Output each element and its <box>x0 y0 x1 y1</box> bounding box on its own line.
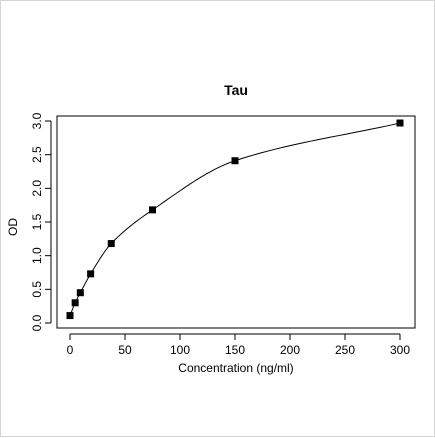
x-tick-label: 0 <box>67 343 74 357</box>
data-point <box>72 299 79 306</box>
y-tick-label: 2.5 <box>30 146 44 163</box>
y-tick-label: 1.0 <box>30 247 44 264</box>
data-point <box>87 270 94 277</box>
y-axis: 0.0 0.5 1.0 1.5 2.0 2.5 3.0 <box>30 112 51 331</box>
x-axis-label: Concentration (ng/ml) <box>178 361 293 375</box>
x-tick-label: 300 <box>390 343 410 357</box>
y-axis-label: OD <box>6 218 20 236</box>
data-point <box>149 206 156 213</box>
plot-box <box>57 116 415 328</box>
x-tick-label: 250 <box>335 343 355 357</box>
data-point <box>77 289 84 296</box>
chart-title: Tau <box>224 82 248 98</box>
x-tick-label: 150 <box>225 343 245 357</box>
x-tick-label: 50 <box>118 343 132 357</box>
data-point <box>397 120 404 127</box>
y-tick-label: 1.5 <box>30 213 44 230</box>
data-points <box>67 120 404 320</box>
data-point <box>232 157 239 164</box>
fit-curve <box>70 123 400 316</box>
x-tick-label: 200 <box>280 343 300 357</box>
x-tick-label: 100 <box>170 343 190 357</box>
x-axis: 0 50 100 150 200 250 300 <box>67 334 411 357</box>
data-point <box>67 312 74 319</box>
y-tick-label: 0.0 <box>30 314 44 331</box>
y-tick-label: 0.5 <box>30 281 44 298</box>
data-point <box>108 240 115 247</box>
y-tick-label: 2.0 <box>30 180 44 197</box>
y-tick-label: 3.0 <box>30 112 44 129</box>
